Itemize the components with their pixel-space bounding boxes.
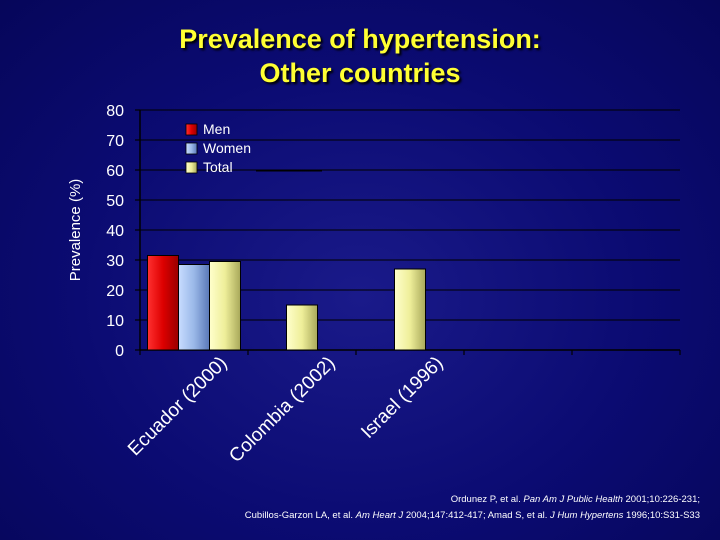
bar-total [394, 268, 426, 351]
y-tick-label: 20 [106, 283, 124, 300]
bar-women [178, 264, 210, 351]
bar-total [209, 261, 241, 351]
citation: Ordunez P, et al. Pan Am J Public Health… [0, 492, 700, 524]
legend-label-women: Women [203, 140, 251, 156]
gridlines [140, 109, 680, 321]
y-tick-label: 10 [106, 313, 124, 330]
legend-swatch-men [185, 123, 198, 136]
y-tick-label: 30 [106, 253, 124, 270]
y-tick-label: 70 [106, 133, 124, 150]
x-category-label: Colombia (2002) [225, 353, 339, 467]
legend: Men Women Total [185, 121, 322, 175]
bar-total [286, 304, 318, 351]
citation-line-2: Cubillos-Garzon LA, et al. Am Heart J 20… [244, 510, 700, 521]
citation-line-1: Ordunez P, et al. Pan Am J Public Health… [450, 494, 700, 505]
x-category-label: Ecuador (2000) [124, 353, 231, 460]
legend-label-total: Total [203, 159, 233, 175]
legend-swatch-total [185, 161, 198, 174]
chart-title: Prevalence of hypertension: Other countr… [0, 22, 720, 90]
x-category-label: Israel (1996) [357, 353, 447, 443]
legend-swatch-women [185, 142, 198, 155]
y-tick-label: 40 [106, 223, 124, 240]
y-tick-label: 60 [106, 163, 124, 180]
bars [147, 255, 426, 351]
title-line-1: Prevalence of hypertension: [179, 24, 541, 54]
bar-men [147, 255, 179, 351]
y-tick-label: 0 [115, 343, 124, 360]
labels: 0 10 20 30 40 50 60 70 80 Prevalence (%) Ecuador (… [67, 103, 448, 467]
y-tick-label: 80 [106, 103, 124, 120]
legend-label-men: Men [203, 121, 230, 137]
y-axis-title: Prevalence (%) [67, 179, 84, 282]
y-tick-label: 50 [106, 193, 124, 210]
title-line-2: Other countries [259, 58, 461, 88]
